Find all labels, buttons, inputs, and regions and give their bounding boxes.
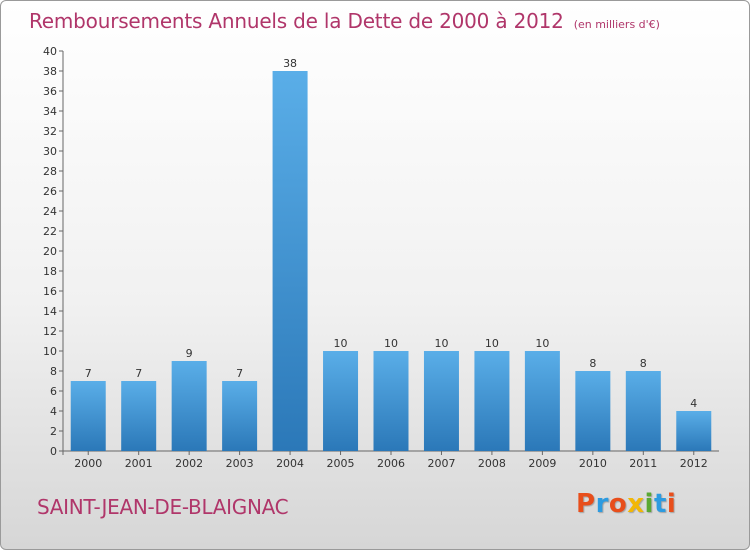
commune-name: SAINT-JEAN-DE-BLAIGNAC bbox=[37, 495, 289, 519]
y-tick-label: 16 bbox=[43, 285, 57, 298]
y-tick-label: 36 bbox=[43, 85, 57, 98]
bar-value-label: 7 bbox=[135, 367, 142, 380]
x-tick-label: 2000 bbox=[74, 457, 102, 470]
y-tick-label: 28 bbox=[43, 165, 57, 178]
bar-value-label: 10 bbox=[434, 337, 448, 350]
bars bbox=[70, 71, 712, 451]
y-tick-label: 20 bbox=[43, 245, 57, 258]
y-tick-label: 4 bbox=[50, 405, 57, 418]
logo-letter: x bbox=[627, 489, 645, 519]
logo-letter: P bbox=[576, 489, 596, 519]
bar-value-label: 10 bbox=[535, 337, 549, 350]
y-tick-label: 30 bbox=[43, 145, 57, 158]
bar-value-label: 10 bbox=[384, 337, 398, 350]
y-tick-label: 18 bbox=[43, 265, 57, 278]
x-tick-label: 2003 bbox=[226, 457, 254, 470]
bar-value-label: 8 bbox=[640, 357, 647, 370]
logo-letter: r bbox=[595, 489, 609, 519]
y-tick-label: 6 bbox=[50, 385, 57, 398]
x-tick-label: 2008 bbox=[478, 457, 506, 470]
bar bbox=[625, 371, 661, 451]
logo-letter: i bbox=[644, 489, 654, 519]
bar-value-label: 4 bbox=[690, 397, 697, 410]
logo-letter: t bbox=[653, 489, 667, 519]
x-tick-label: 2001 bbox=[125, 457, 153, 470]
y-tick-label: 0 bbox=[50, 445, 57, 458]
y-tick-label: 24 bbox=[43, 205, 57, 218]
y-tick-label: 38 bbox=[43, 65, 57, 78]
bar bbox=[676, 411, 712, 451]
bar-value-label: 8 bbox=[589, 357, 596, 370]
y-tick-label: 40 bbox=[43, 45, 57, 58]
y-tick-label: 14 bbox=[43, 305, 57, 318]
y-tick-label: 22 bbox=[43, 225, 57, 238]
bar-value-label: 7 bbox=[236, 367, 243, 380]
bar bbox=[373, 351, 409, 451]
logo-letter: i bbox=[666, 489, 677, 519]
bar bbox=[222, 381, 258, 451]
bar bbox=[423, 351, 459, 451]
x-tick-label: 2002 bbox=[175, 457, 203, 470]
bar bbox=[121, 381, 157, 451]
y-tick-label: 10 bbox=[43, 345, 57, 358]
x-tick-label: 2010 bbox=[579, 457, 607, 470]
title-row: Remboursements Annuels de la Dette de 20… bbox=[29, 9, 660, 33]
bar-value-label: 7 bbox=[85, 367, 92, 380]
chart-unit: (en milliers d'€) bbox=[573, 18, 660, 31]
labels: 0246810121416182022242628303234363840720… bbox=[43, 45, 708, 470]
bar bbox=[272, 71, 308, 451]
bar-value-label: 9 bbox=[186, 347, 193, 360]
x-tick-label: 2006 bbox=[377, 457, 405, 470]
bar bbox=[171, 361, 207, 451]
x-tick-label: 2011 bbox=[629, 457, 657, 470]
bar-value-label: 10 bbox=[485, 337, 499, 350]
bar bbox=[70, 381, 106, 451]
logo-letter: o bbox=[608, 489, 628, 519]
bar bbox=[323, 351, 359, 451]
x-tick-label: 2012 bbox=[680, 457, 708, 470]
bar bbox=[474, 351, 510, 451]
y-tick-label: 2 bbox=[50, 425, 57, 438]
x-tick-label: 2005 bbox=[327, 457, 355, 470]
bar bbox=[524, 351, 560, 451]
y-tick-label: 12 bbox=[43, 325, 57, 338]
bar-value-label: 38 bbox=[283, 57, 297, 70]
bar-value-label: 10 bbox=[334, 337, 348, 350]
y-tick-label: 26 bbox=[43, 185, 57, 198]
bar bbox=[575, 371, 611, 451]
x-tick-label: 2004 bbox=[276, 457, 304, 470]
y-tick-label: 34 bbox=[43, 105, 57, 118]
y-tick-label: 8 bbox=[50, 365, 57, 378]
x-tick-label: 2009 bbox=[528, 457, 556, 470]
y-tick-label: 32 bbox=[43, 125, 57, 138]
proxiti-logo[interactable]: Proxiti bbox=[576, 489, 676, 519]
x-tick-label: 2007 bbox=[427, 457, 455, 470]
chart-title: Remboursements Annuels de la Dette de 20… bbox=[29, 9, 564, 33]
